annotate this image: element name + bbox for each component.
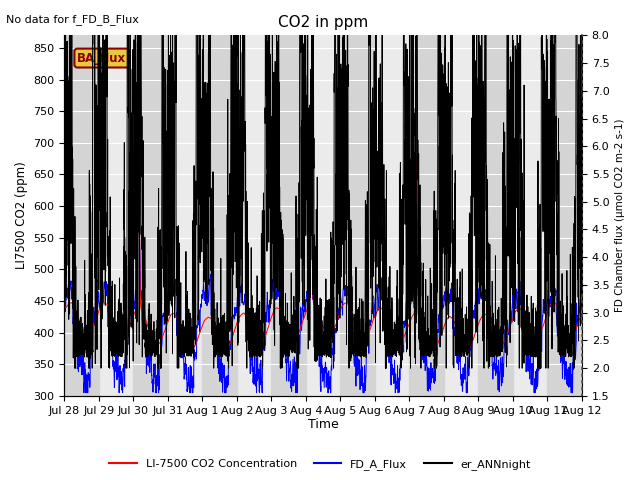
Bar: [340, 36, 375, 396]
Bar: [410, 36, 444, 396]
Bar: [271, 36, 306, 396]
Bar: [202, 36, 237, 396]
Title: CO2 in ppm: CO2 in ppm: [278, 15, 368, 30]
X-axis label: Time: Time: [308, 419, 339, 432]
Text: BA_flux: BA_flux: [77, 51, 127, 64]
Y-axis label: FD Chamber flux (μmol CO2 m-2 s-1): FD Chamber flux (μmol CO2 m-2 s-1): [615, 119, 625, 312]
Legend: LI-7500 CO2 Concentration, FD_A_Flux, er_ANNnight: LI-7500 CO2 Concentration, FD_A_Flux, er…: [104, 455, 536, 474]
Y-axis label: LI7500 CO2 (ppm): LI7500 CO2 (ppm): [15, 162, 28, 269]
Text: No data for f_FD_B_Flux: No data for f_FD_B_Flux: [6, 14, 140, 25]
Bar: [133, 36, 168, 396]
Bar: [547, 36, 582, 396]
Bar: [65, 36, 99, 396]
Bar: [479, 36, 513, 396]
